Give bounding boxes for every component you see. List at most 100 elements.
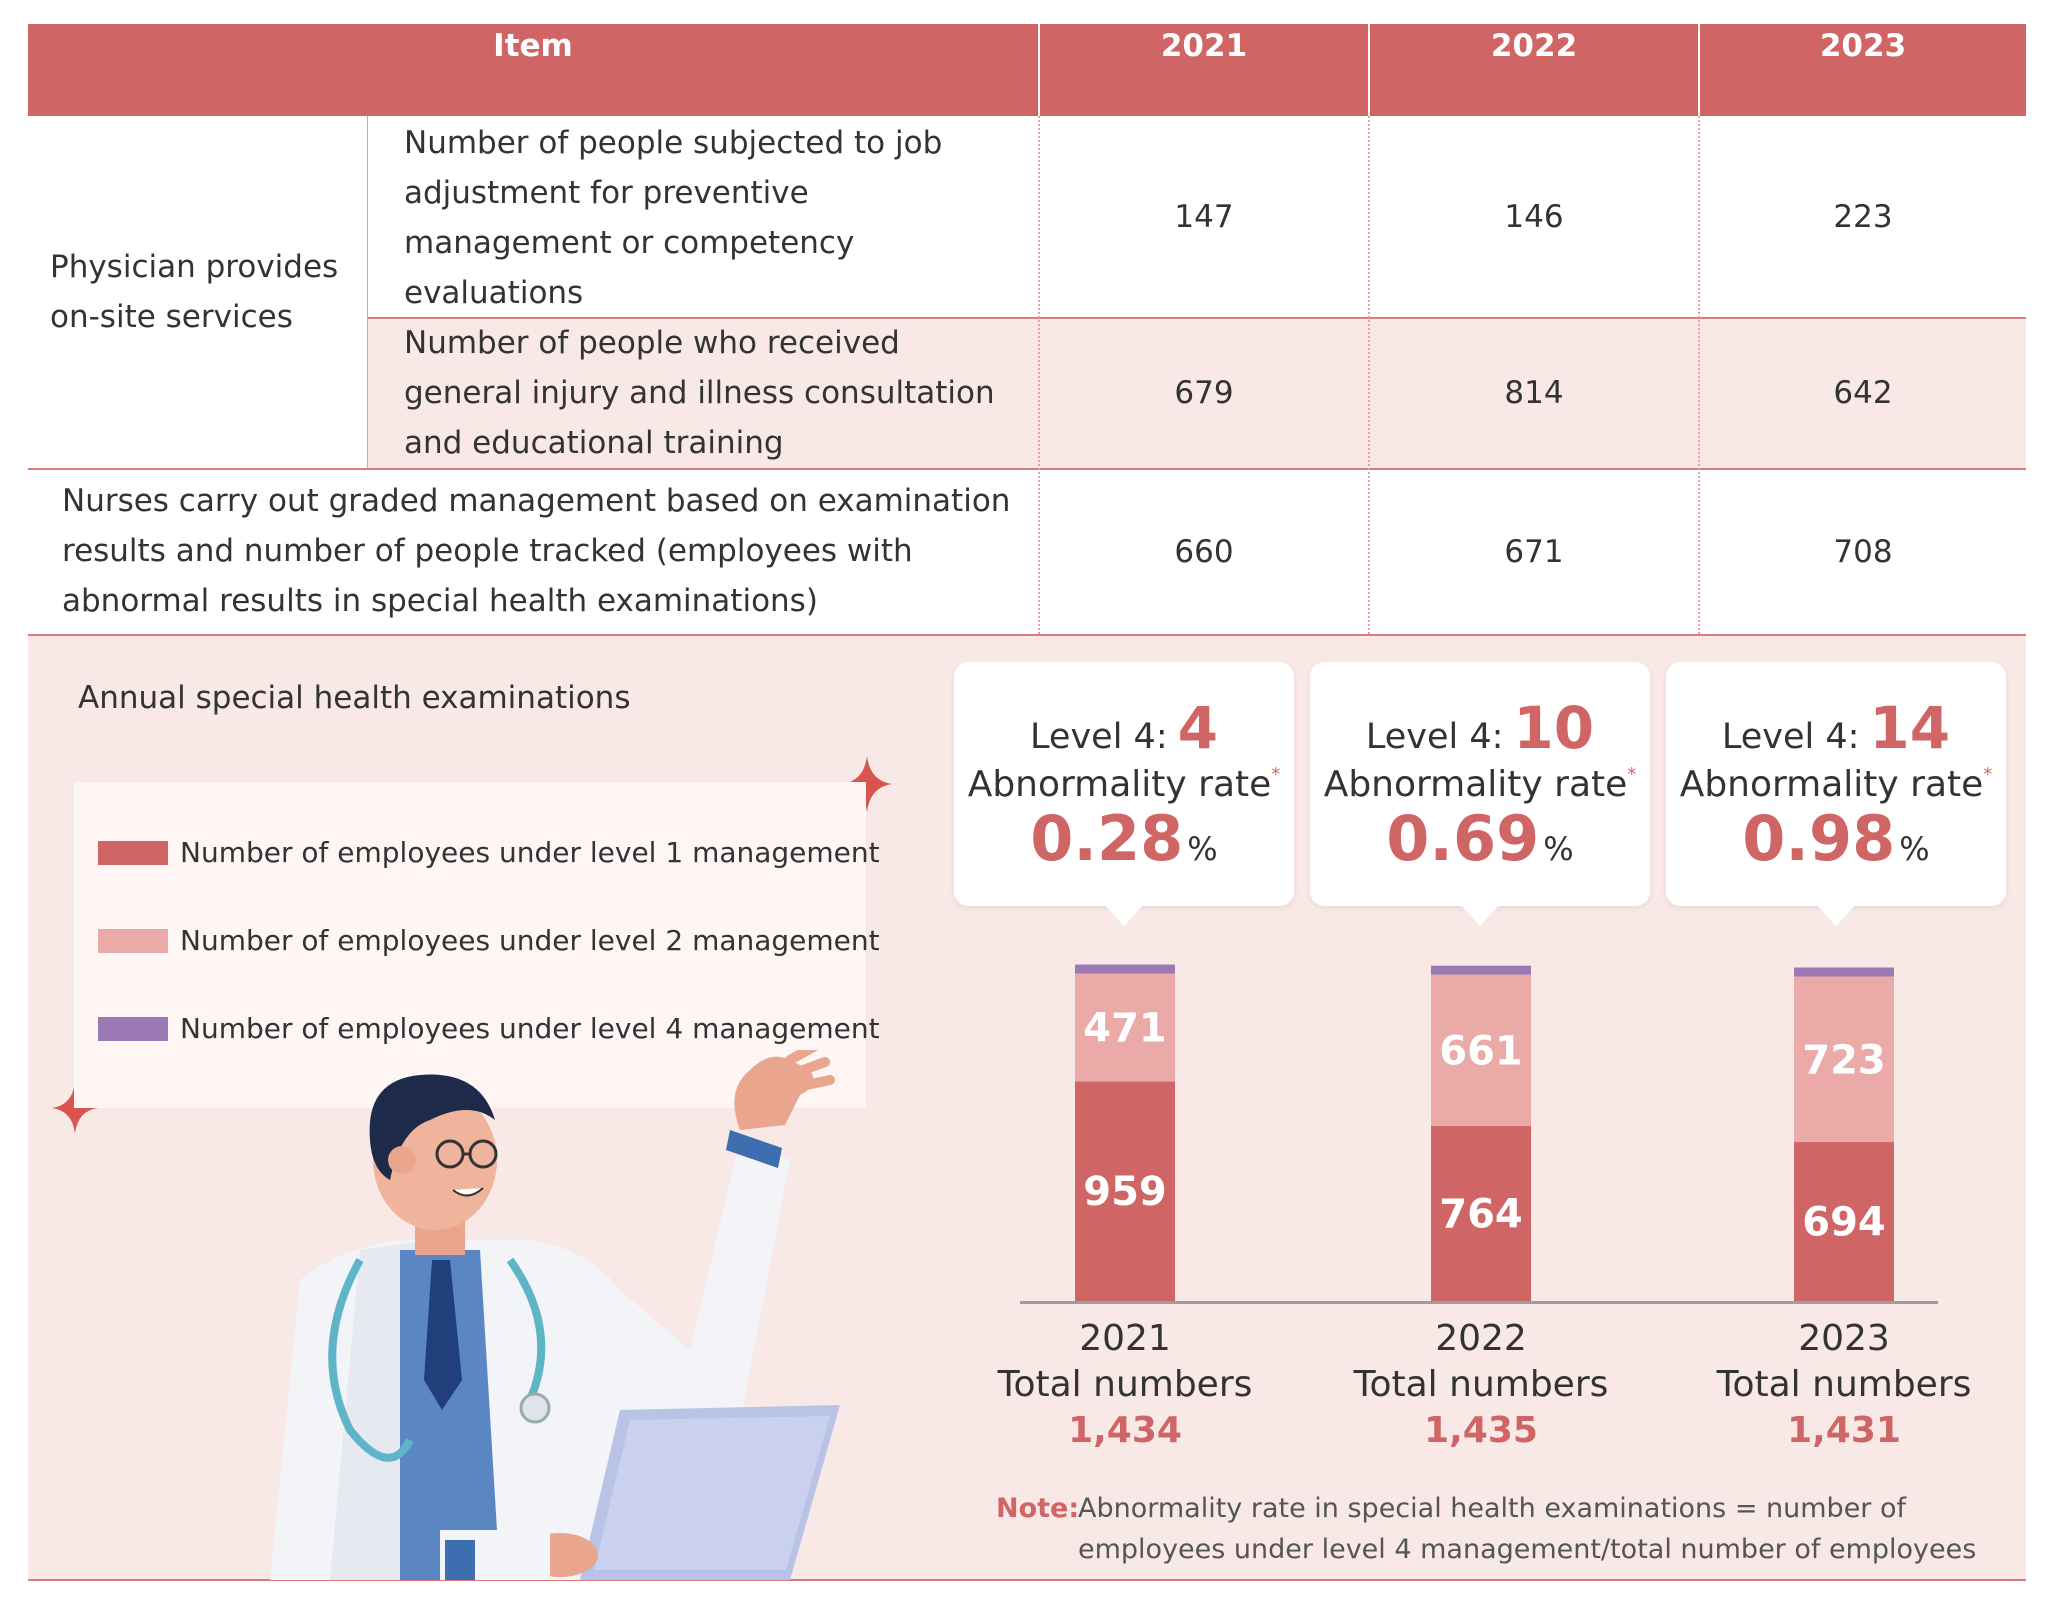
rate-unit: % (1187, 830, 1218, 868)
row-label-nurses: Nurses carry out graded management based… (62, 483, 1011, 619)
callout-tail (1104, 904, 1144, 926)
group-label: Physician provides on-site services (50, 249, 339, 335)
bar-value-label: 694 (1802, 1200, 1886, 1246)
row-label-job-adjustment: Number of people subjected to job adjust… (404, 125, 943, 311)
cell-value: 679 (1174, 375, 1234, 411)
legend-label: Number of employees under level 2 manage… (180, 924, 880, 957)
level4-line: Level 4: 10 (1310, 694, 1650, 762)
cell-value: 223 (1833, 199, 1893, 235)
legend-item-level2: Number of employees under level 2 manage… (98, 924, 880, 957)
callout-2021: Level 4: 4 Abnormality rate* 0.28 % (954, 662, 1294, 906)
legend-item-level4: Number of employees under level 4 manage… (98, 1012, 880, 1045)
section-title: Annual special health examinations (78, 680, 631, 716)
header-divider (1368, 24, 1370, 116)
row-divider (368, 317, 2026, 319)
legend-label: Number of employees under level 4 manage… (180, 1012, 880, 1045)
total-value-2023: 1,431 (1787, 1410, 1901, 1451)
bar-segment-2022-level4 (1431, 965, 1531, 975)
bar-segment-2023-level1 (1794, 1142, 1894, 1301)
bar-value-label: 959 (1083, 1169, 1167, 1215)
sparkle-icon (842, 756, 892, 812)
bar-segment-2023-level2 (1794, 976, 1894, 1143)
level4-value: 4 (1177, 694, 1218, 762)
x-axis (1020, 1301, 1938, 1304)
header-year-2021: 2021 (1160, 28, 1248, 64)
column-divider (1038, 116, 1040, 634)
asterisk: * (1627, 764, 1637, 785)
row-shading (368, 318, 2026, 468)
abnormality-rate: 0.69 % (1310, 802, 1650, 875)
x-tick-2022: 2022 (1435, 1318, 1527, 1359)
cell-value: 660 (1174, 534, 1234, 570)
sparkle-icon (52, 1082, 98, 1134)
level4-line: Level 4: 14 (1666, 694, 2006, 762)
abnormality-label: Abnormality rate* (1666, 764, 2006, 805)
legend-swatch (98, 840, 168, 865)
doctor-illustration-icon (270, 1050, 840, 1580)
callout-2022: Level 4: 10 Abnormality rate* 0.69 % (1310, 662, 1650, 906)
totals-label: Total numbers (1716, 1364, 1972, 1405)
callout-tail (1816, 904, 1856, 926)
legend (74, 782, 866, 1108)
legend-swatch (98, 1016, 168, 1041)
header-year-2023: 2023 (1819, 28, 1907, 64)
abnormality-label: Abnormality rate* (954, 764, 1294, 805)
level4-label: Level 4: (1030, 717, 1168, 757)
header-divider (1038, 24, 1040, 116)
abnormality-rate: 0.28 % (954, 802, 1294, 875)
callout-tail (1460, 904, 1500, 926)
row-label-consultation: Number of people who received general in… (404, 325, 995, 461)
bar-value-label: 723 (1802, 1037, 1886, 1083)
totals-label: Total numbers (997, 1364, 1253, 1405)
abnormality-rate: 0.98 % (1666, 802, 2006, 875)
cell-value: 147 (1174, 199, 1234, 235)
level4-value: 14 (1869, 694, 1951, 762)
abnormality-label: Abnormality rate* (1310, 764, 1650, 805)
rate-value: 0.98 (1742, 802, 1896, 875)
bar-value-label: 661 (1439, 1028, 1523, 1074)
note-key: Note: (996, 1493, 1080, 1524)
abnormality-text: Abnormality rate (967, 764, 1272, 805)
cell-value: 814 (1504, 375, 1564, 411)
total-value-2021: 1,434 (1068, 1410, 1182, 1451)
rate-value: 0.69 (1386, 802, 1540, 875)
table-header (28, 24, 2026, 116)
cell-value: 671 (1504, 534, 1564, 570)
header-item: Item (493, 28, 573, 64)
bar-segment-2021-level1 (1075, 1081, 1175, 1301)
note-text: Abnormality rate in special health exami… (1078, 1493, 1977, 1565)
cell-value: 146 (1504, 199, 1564, 235)
legend-swatch (98, 928, 168, 953)
callout-2023: Level 4: 14 Abnormality rate* 0.98 % (1666, 662, 2006, 906)
bar-segment-2023-level4 (1794, 967, 1894, 977)
rate-value: 0.28 (1030, 802, 1184, 875)
row-divider (28, 634, 2026, 636)
level4-line: Level 4: 4 (954, 694, 1294, 762)
header-divider (1698, 24, 1700, 116)
asterisk: * (1271, 764, 1281, 785)
rate-unit: % (1543, 830, 1574, 868)
column-divider (1698, 116, 1700, 634)
column-divider (1368, 116, 1370, 634)
asterisk: * (1983, 764, 1993, 785)
panel-bottom-border (28, 1579, 2026, 1581)
abnormality-text: Abnormality rate (1323, 764, 1628, 805)
x-tick-2023: 2023 (1798, 1318, 1890, 1359)
bar-value-label: 471 (1083, 1005, 1167, 1051)
level4-label: Level 4: (1721, 717, 1860, 757)
total-value-2022: 1,435 (1424, 1410, 1538, 1451)
cell-value: 708 (1833, 534, 1893, 570)
legend-item-level1: Number of employees under level 1 manage… (98, 836, 880, 869)
cell-value: 642 (1833, 375, 1893, 411)
header-year-2022: 2022 (1490, 28, 1578, 64)
totals-label: Total numbers (1353, 1364, 1609, 1405)
bar-segment-2022-level2 (1431, 974, 1531, 1127)
abnormality-text: Abnormality rate (1679, 764, 1984, 805)
column-divider (367, 116, 368, 468)
bar-segment-2021-level4 (1075, 964, 1175, 974)
level4-label: Level 4: (1365, 717, 1504, 757)
bar-segment-2021-level2 (1075, 973, 1175, 1082)
x-tick-2021: 2021 (1079, 1318, 1171, 1359)
bar-value-label: 764 (1439, 1192, 1523, 1238)
stacked-bar-chart: 959 471 764 661 694 723 (1075, 964, 1894, 1301)
